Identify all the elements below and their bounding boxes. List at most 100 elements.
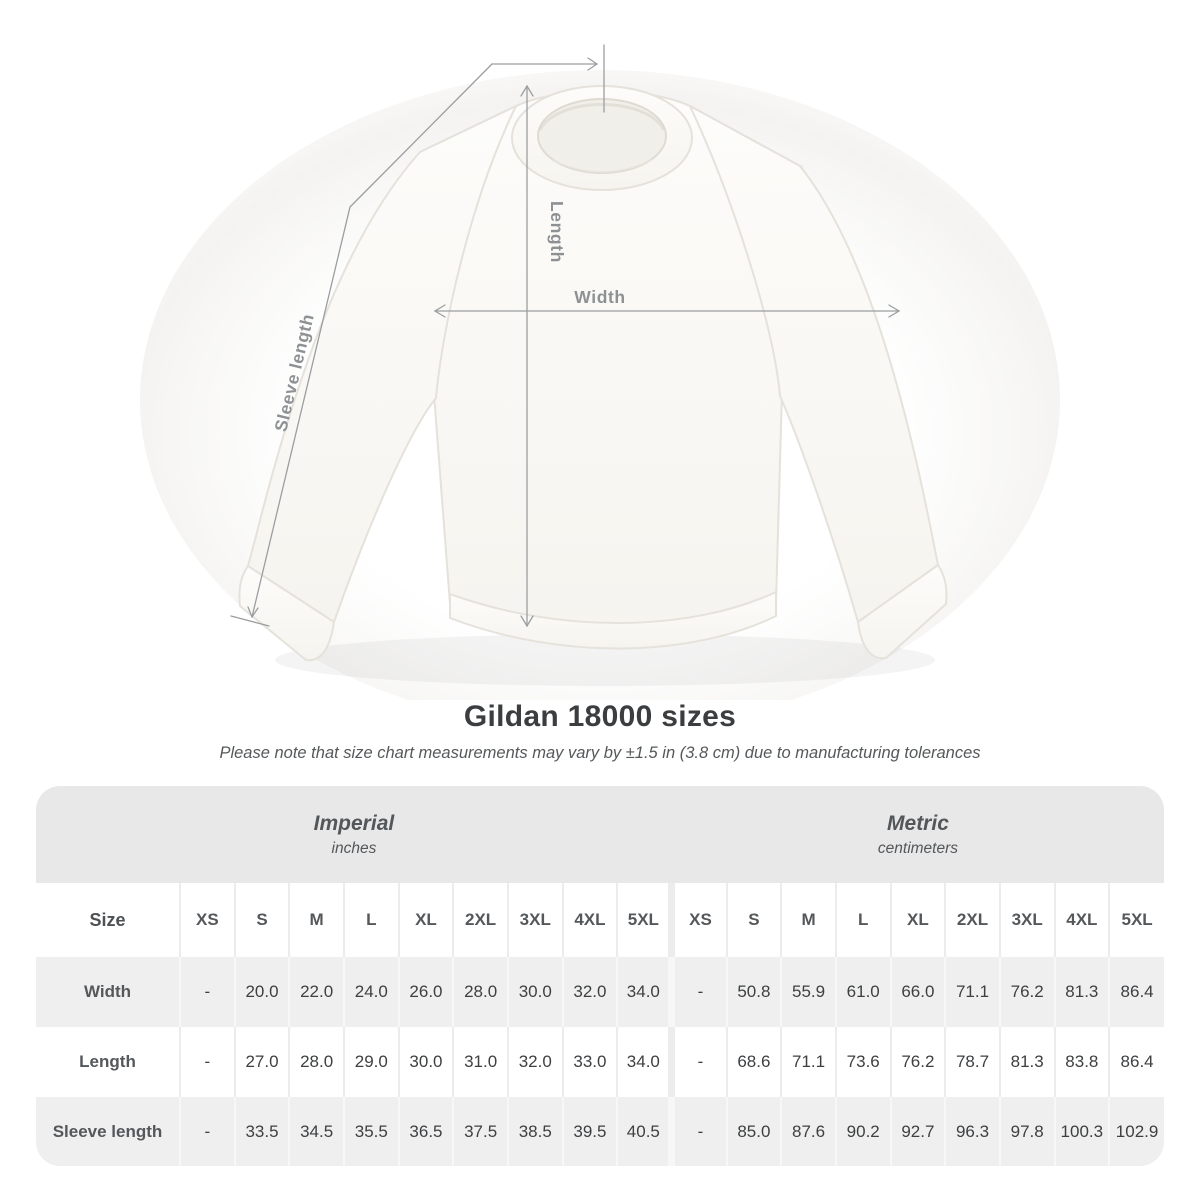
size-header-imperial-2xl: 2XL	[452, 883, 508, 957]
sweatshirt-waistband	[449, 591, 777, 650]
length-measure-line	[520, 84, 534, 628]
cell: 29.0	[342, 1027, 399, 1097]
sweatshirt-right-sleeve	[689, 105, 939, 623]
cell: -	[668, 957, 727, 1027]
cell: 50.8	[725, 957, 782, 1027]
size-header-metric-4xl: 4XL	[1053, 883, 1110, 957]
metric-group-header: Metric centimeters	[671, 786, 1164, 883]
size-header-imperial-3xl: 3XL	[506, 883, 563, 957]
size-header-metric-xs: XS	[668, 883, 727, 957]
table-row-width: Width - 20.0 22.0 24.0 26.0 28.0 30.0 32…	[36, 957, 1164, 1027]
size-table: Imperial inches Metric centimeters Size …	[36, 786, 1164, 1166]
cell: 30.0	[397, 1027, 454, 1097]
cell: 35.5	[342, 1097, 399, 1166]
cell: 96.3	[944, 1097, 1000, 1166]
cell: -	[179, 1027, 235, 1097]
metric-unit: centimeters	[877, 839, 959, 857]
collar-inner-shadow	[538, 102, 666, 131]
cell: 78.7	[944, 1027, 1000, 1097]
cell: 33.5	[233, 1097, 290, 1166]
size-header-metric-5xl: 5XL	[1108, 883, 1164, 957]
cell: 34.0	[616, 1027, 672, 1097]
cell: 38.5	[506, 1097, 563, 1166]
cell: 36.5	[397, 1097, 454, 1166]
row-label-length: Length	[36, 1027, 180, 1097]
collar-opening	[537, 98, 667, 174]
metric-label: Metric	[887, 811, 949, 835]
cell: 102.9	[1108, 1097, 1164, 1166]
cell: 28.0	[452, 957, 508, 1027]
cell: 39.5	[561, 1097, 618, 1166]
table-row-length: Length - 27.0 28.0 29.0 30.0 31.0 32.0 3…	[36, 1027, 1164, 1097]
cell: 100.3	[1053, 1097, 1110, 1166]
cell: 87.6	[780, 1097, 836, 1166]
cell: 83.8	[1053, 1027, 1110, 1097]
tolerance-note: Please note that size chart measurements…	[219, 744, 981, 762]
cell: 33.0	[561, 1027, 618, 1097]
size-header-imperial-s: S	[233, 883, 290, 957]
sweatshirt-illustration	[238, 85, 948, 662]
size-header-metric-s: S	[725, 883, 782, 957]
cell: 81.3	[1053, 957, 1110, 1027]
size-column-header: Size	[36, 883, 180, 957]
cell: 61.0	[834, 957, 891, 1027]
sweatshirt-measurement-diagram: Length Width Sleeve length	[140, 44, 1060, 700]
cell: -	[179, 957, 235, 1027]
cell: 92.7	[889, 1097, 946, 1166]
length-label: Length	[547, 201, 567, 263]
row-label-sleeve-length: Sleeve length	[36, 1097, 180, 1166]
cell: 97.8	[998, 1097, 1055, 1166]
sweatshirt-left-sleeve	[247, 105, 517, 623]
garment-shadow	[275, 634, 935, 686]
cell: 32.0	[561, 957, 618, 1027]
cell: 22.0	[288, 957, 344, 1027]
size-header-row: Size XS S M L XL 2XL 3XL 4XL 5XL XS S M …	[36, 883, 1164, 957]
size-header-metric-3xl: 3XL	[998, 883, 1055, 957]
cell: 27.0	[233, 1027, 290, 1097]
unit-group-header-row: Imperial inches Metric centimeters	[36, 786, 1164, 883]
cell: 71.1	[944, 957, 1000, 1027]
cell: 86.4	[1108, 957, 1164, 1027]
cell: 26.0	[397, 957, 454, 1027]
cell: 90.2	[834, 1097, 891, 1166]
size-header-metric-2xl: 2XL	[944, 883, 1000, 957]
cell: 34.5	[288, 1097, 344, 1166]
collar-back-seam	[551, 159, 653, 173]
cell: 68.6	[725, 1027, 782, 1097]
size-header-imperial-xl: XL	[397, 883, 454, 957]
cell: 73.6	[834, 1027, 891, 1097]
cell: 28.0	[288, 1027, 344, 1097]
table-row-sleeve-length: Sleeve length - 33.5 34.5 35.5 36.5 37.5…	[36, 1097, 1164, 1166]
cell: 31.0	[452, 1027, 508, 1097]
cell: -	[668, 1097, 727, 1166]
measurement-annotations	[230, 44, 901, 628]
width-measure-line	[433, 304, 901, 318]
sleeve-measure-line	[230, 44, 605, 627]
cell: 55.9	[780, 957, 836, 1027]
imperial-unit: inches	[331, 839, 377, 857]
cell: 71.1	[780, 1027, 836, 1097]
cell: 81.3	[998, 1027, 1055, 1097]
size-header-metric-xl: XL	[889, 883, 946, 957]
width-label: Width	[574, 287, 625, 307]
cell: 76.2	[998, 957, 1055, 1027]
size-header-imperial-4xl: 4XL	[561, 883, 618, 957]
size-header-imperial-m: M	[288, 883, 344, 957]
cell: 40.5	[616, 1097, 672, 1166]
size-header-imperial-l: L	[342, 883, 399, 957]
cell: 34.0	[616, 957, 672, 1027]
size-header-imperial-5xl: 5XL	[616, 883, 672, 957]
cell: 37.5	[452, 1097, 508, 1166]
sweatshirt-right-cuff	[857, 564, 948, 660]
cell: -	[668, 1027, 727, 1097]
cell: 66.0	[889, 957, 946, 1027]
cell: 20.0	[233, 957, 290, 1027]
sweatshirt-left-cuff	[238, 565, 335, 662]
cell: -	[179, 1097, 235, 1166]
imperial-group-header: Imperial inches	[36, 786, 672, 883]
cell: 86.4	[1108, 1027, 1164, 1097]
cell: 30.0	[506, 957, 563, 1027]
size-header-metric-l: L	[834, 883, 891, 957]
cell: 85.0	[725, 1097, 782, 1166]
